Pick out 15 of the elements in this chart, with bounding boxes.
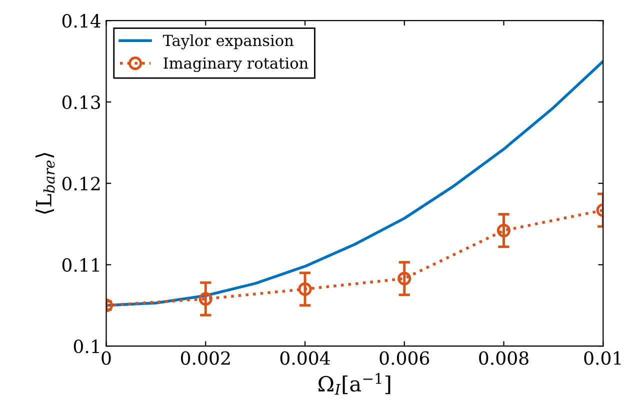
x-tick-label: 0.01 — [584, 351, 621, 365]
y-tick-label: 0.1 — [74, 340, 99, 354]
x-tick-label: 0.006 — [380, 351, 430, 365]
legend-label: Taylor expansion — [162, 34, 294, 50]
y-tick-label: 0.12 — [62, 176, 100, 190]
x-tick-label: 0 — [102, 351, 111, 365]
y-tick-label: 0.13 — [62, 95, 100, 110]
y-tick-label: 0.14 — [62, 14, 100, 28]
x-tick-label: 0.008 — [479, 351, 528, 365]
legend-label: Imaginary rotation — [164, 57, 308, 72]
x-tick-label: 0.002 — [180, 351, 230, 365]
x-tick-label: 0.004 — [280, 351, 330, 365]
y-axis-title: ⟨L$_{bare}$⟩ — [35, 153, 55, 214]
x-axis-title: Ω$_{I}$[a$^{−1}$] — [318, 372, 390, 395]
y-tick-label: 0.11 — [62, 258, 99, 272]
